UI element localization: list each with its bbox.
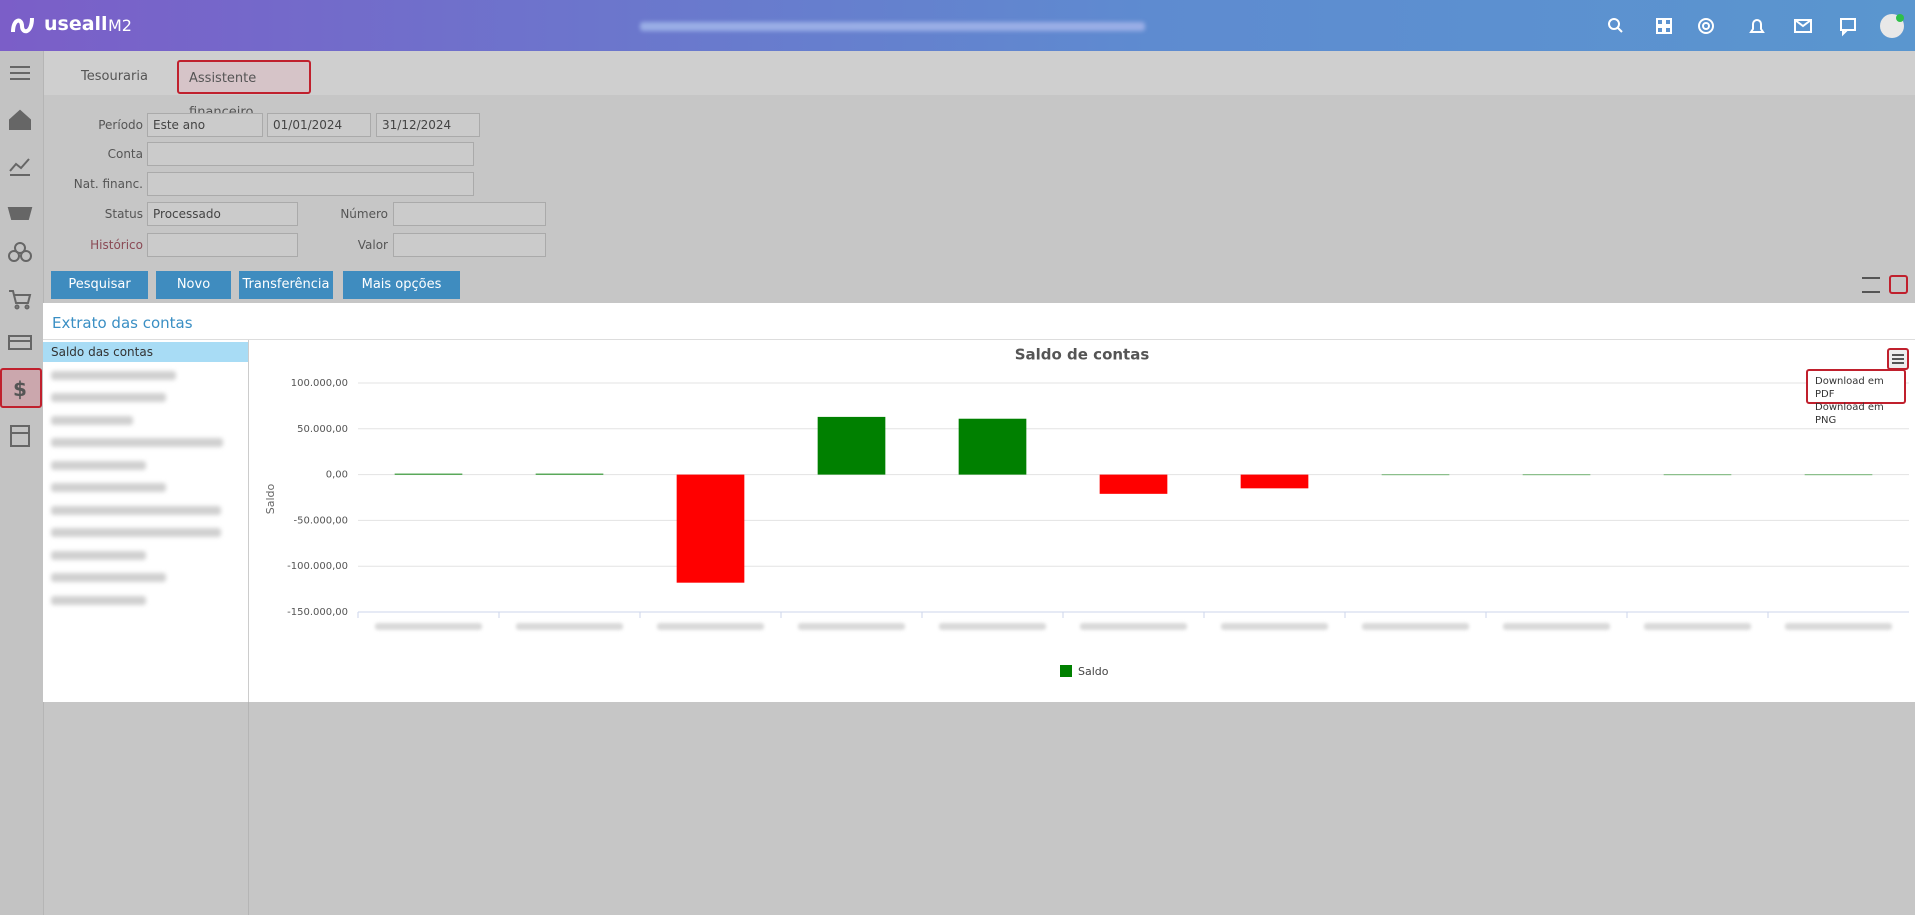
select[interactable]: Este ano: [147, 113, 263, 137]
bar: [394, 473, 463, 475]
panel: Extrato das contas Saldo das contas: [43, 303, 1915, 702]
blurred-item: [51, 528, 221, 537]
y-tick-label: 0,00: [326, 470, 348, 481]
export-button[interactable]: [1887, 348, 1909, 370]
tab-active[interactable]: Assistente financeiro: [177, 60, 311, 120]
blurred-item: [51, 551, 146, 560]
export-menu: Download em PDF Download em PNG: [1806, 369, 1906, 426]
bar: [817, 416, 886, 475]
blurred-x-label: [1220, 623, 1329, 630]
blurred-item: [51, 483, 166, 492]
divider: [248, 702, 249, 915]
bar: [1099, 474, 1168, 494]
chart-title: Saldo de contas: [1015, 346, 1150, 364]
bar: [1804, 474, 1873, 476]
bar: [1240, 474, 1309, 489]
y-tick-label: -50.000,00: [293, 515, 348, 526]
tab[interactable]: Tesouraria: [81, 69, 148, 84]
panel-title: Extrato das contas: [52, 314, 193, 332]
brand[interactable]: useall: [44, 13, 108, 35]
blurred-item: [51, 596, 146, 605]
blurred-item: [51, 438, 223, 447]
bar: [676, 474, 745, 583]
header-icons: [1605, 14, 1905, 38]
blurred-x-label: [656, 623, 765, 630]
y-tick-label: 100.000,00: [291, 378, 348, 389]
button[interactable]: Transferência: [239, 271, 333, 299]
blurred-company: [640, 22, 1145, 31]
blurred-x-label: [1643, 623, 1752, 630]
filter-label: Status: [104, 207, 143, 221]
icon-set: [1608, 14, 1904, 38]
bar: [535, 473, 604, 475]
bar: [1663, 474, 1732, 476]
text-input[interactable]: [147, 233, 298, 257]
date-input[interactable]: 01/01/2024: [267, 113, 371, 137]
lookup-input[interactable]: [147, 142, 474, 166]
legend-label: Saldo: [1078, 665, 1109, 678]
top-bar: useall M2: [0, 0, 1915, 51]
menu-item[interactable]: Download em PNG: [1815, 402, 1884, 426]
chart-view-toggle[interactable]: [1889, 275, 1908, 294]
list-item-active[interactable]: Saldo das contas: [43, 342, 248, 362]
sidebar-icons: $: [0, 66, 42, 447]
blurred-x-label: [515, 623, 624, 630]
filter-label: Valor: [357, 238, 388, 252]
filter-label: Conta: [107, 147, 143, 161]
legend-swatch: [1060, 665, 1072, 677]
blurred-x-label: [797, 623, 906, 630]
text-input[interactable]: [393, 233, 546, 257]
chart: Saldo de contas Saldo -150.000,00 -100.00…: [264, 346, 1909, 678]
account-list: Saldo das contas: [43, 340, 249, 702]
button[interactable]: Pesquisar: [51, 271, 148, 299]
bar: [1522, 474, 1591, 476]
blurred-x-label: [938, 623, 1047, 630]
y-tick-label: 50.000,00: [297, 424, 348, 435]
tab-bar: [44, 51, 1915, 95]
bar: [958, 418, 1027, 475]
text-input[interactable]: [393, 202, 546, 226]
blurred-item: [51, 371, 176, 380]
bar: [1381, 474, 1450, 476]
list-view-toggle[interactable]: [1862, 277, 1880, 293]
svg-text:$: $: [13, 377, 27, 401]
blurred-item: [51, 393, 166, 402]
blurred-item: [51, 573, 166, 582]
button[interactable]: Novo: [156, 271, 231, 299]
blurred-item: [51, 416, 133, 425]
blurred-x-label: [1784, 623, 1893, 630]
blurred-x-label: [374, 623, 483, 630]
date-input[interactable]: 31/12/2024: [376, 113, 480, 137]
filter-label: Nat. financ.: [73, 177, 143, 191]
blurred-x-label: [1079, 623, 1188, 630]
blurred-item: [51, 506, 221, 515]
y-tick-label: -150.000,00: [287, 607, 348, 618]
y-axis-label: Saldo: [264, 483, 277, 514]
sidebar: $: [0, 51, 44, 915]
filter-label: Período: [98, 118, 143, 132]
logo-icon: [11, 17, 34, 34]
blurred-item: [51, 461, 146, 470]
select[interactable]: Processado: [147, 202, 298, 226]
filter-label: Número: [340, 207, 388, 221]
button[interactable]: Mais opções: [343, 271, 460, 299]
divider: [43, 339, 1915, 340]
menu-item[interactable]: Download em PDF: [1815, 376, 1884, 400]
blurred-x-label: [1502, 623, 1611, 630]
menu-icon: [1892, 354, 1904, 364]
module: M2: [108, 16, 132, 35]
blurred-x-label: [1361, 623, 1470, 630]
filter-label: Histórico: [90, 238, 143, 252]
y-tick-label: -100.000,00: [287, 561, 348, 572]
lookup-input[interactable]: [147, 172, 474, 196]
